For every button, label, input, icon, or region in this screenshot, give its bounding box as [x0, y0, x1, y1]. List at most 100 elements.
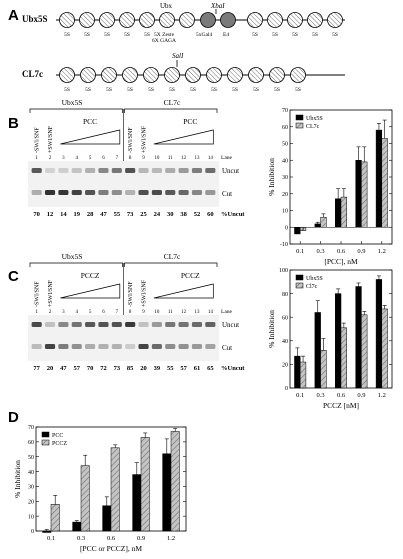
cl7c-nucleosome-array: 5S 5S 5S 5S 5S 5S 5S 5S 5S 5S 5S 5S	[56, 67, 345, 93]
gel-lane-number: 11	[168, 156, 173, 161]
x-tick-label: 0.1	[296, 248, 304, 255]
gel-swisnf-label: -SWI/SNF	[128, 127, 134, 153]
x-tick-label: 0.6	[337, 248, 346, 255]
bar	[314, 223, 321, 228]
x-tick-label: 0.6	[337, 392, 346, 399]
y-tick-label: 20	[28, 499, 34, 505]
gel-titrant-right: PCC	[183, 117, 197, 126]
nucleosome-label: 5S	[253, 87, 259, 93]
bar	[381, 308, 388, 389]
nucleosome-5s	[143, 67, 159, 83]
gel-pct-value: 70	[87, 365, 94, 372]
nucleosome-label: 5S	[332, 32, 338, 38]
legend-label: Ubx5S	[306, 116, 323, 122]
bar	[170, 431, 180, 532]
nucleosome-label: 5S	[211, 87, 217, 93]
gel-pct-value: 55	[167, 365, 174, 372]
gel-band-uncut	[165, 168, 176, 173]
gel-pct-value: 70	[33, 211, 40, 218]
gel-pct-value: 61	[194, 365, 201, 372]
ubx-sub-gal4: 5xGal4	[196, 32, 212, 38]
gel-lane-word: Lane	[221, 155, 233, 161]
gel-lane-number: 5	[89, 310, 92, 315]
gel-lane-word: Lane	[221, 309, 233, 315]
x-tick-label: 0.1	[47, 535, 55, 542]
gel-band-cut	[125, 344, 136, 349]
nucleosome-5s	[99, 12, 115, 28]
x-tick-label: 0.9	[357, 392, 365, 399]
legend-label: CL7c	[306, 124, 320, 130]
gel-swisnf-label: -SWI/SNF	[35, 281, 41, 307]
gel-band-uncut	[151, 168, 162, 173]
gel-band-cut	[178, 190, 189, 195]
legend-label: PCCZ	[52, 441, 67, 447]
gel-lane-number: 2	[49, 156, 52, 161]
bar	[340, 327, 347, 389]
nucleosome-label: 5S	[274, 87, 280, 93]
xbai-site-label: XbaI	[210, 2, 225, 10]
gel-lane-number: 8	[129, 310, 132, 315]
gel-band-cut	[205, 344, 216, 349]
x-tick-label: 1.2	[378, 248, 386, 255]
gel-pct-value: 47	[60, 365, 67, 372]
gel-band-uncut	[178, 322, 189, 327]
chart-c: 0 20 40 60 80 100 % Inhibition 0.1 0.3 0.6 0.9 1.2 P…	[267, 268, 393, 410]
gel-band-uncut	[205, 322, 216, 327]
gel-lane-number: 5	[89, 156, 92, 161]
y-tick-label: 70	[28, 425, 34, 431]
gel-band-cut	[165, 190, 176, 195]
gel-lane-number: 6	[102, 156, 105, 161]
nucleosome-5s	[122, 67, 138, 83]
y-tick-label: 70	[282, 108, 288, 114]
nucleosome-ubx	[220, 12, 236, 28]
gel-band-cut	[85, 344, 96, 349]
gel-band-cut	[205, 190, 216, 195]
nucleosome-5s	[164, 67, 180, 83]
gel-band-uncut	[151, 322, 162, 327]
gel-band-uncut	[71, 322, 82, 327]
legend-label: Cl7c	[306, 284, 318, 290]
gel-lane-number: 6	[102, 310, 105, 315]
gel-titrant-left: PCCZ	[81, 271, 100, 280]
gel-band-uncut	[138, 322, 149, 327]
y-tick-label: 30	[282, 175, 288, 181]
bar	[132, 474, 142, 532]
y-tick-label: 50	[28, 455, 34, 461]
bar	[355, 160, 362, 228]
gel-lane-number: 13	[194, 310, 200, 315]
gel-pct-label: %Uncut	[221, 365, 245, 372]
bar	[361, 161, 368, 228]
gel-pct-value: 60	[207, 211, 214, 218]
gel-band-cut	[178, 344, 189, 349]
panel-b-letter: B	[8, 115, 19, 132]
nucleosome-label: 5S	[127, 87, 133, 93]
gel-band-cut	[191, 344, 203, 349]
gel-band-cut-label: Cut	[222, 190, 232, 198]
ubx-sub-gaga: 6X GAGA	[152, 38, 176, 44]
gel-band-uncut-label: Uncut	[222, 321, 239, 329]
x-axis-label: [PCC or PCCZ], nM	[80, 544, 142, 553]
gel-lane-number: 9	[142, 156, 145, 161]
y-tick-label: 100	[279, 268, 288, 274]
panel-c: C Ubx5S CL7c PCCZ PCCZ -SWI/SNF +SWI/SNF -SWI/…	[8, 252, 393, 410]
gel-lane-number: 8	[129, 156, 132, 161]
gel-lane-number: 12	[181, 156, 187, 161]
gel-group-right: CL7c	[164, 98, 181, 107]
y-tick-label: 0	[285, 225, 288, 231]
panel-d-letter: D	[8, 409, 19, 426]
gel-swisnf-label: +SWI/SNF	[48, 279, 54, 307]
y-tick-label: 10	[282, 209, 288, 215]
nucleosome-label: 5S	[144, 32, 150, 38]
gel-pct-label: %Uncut	[221, 211, 245, 218]
gel-band-uncut	[125, 322, 136, 327]
legend-swatch	[295, 114, 304, 121]
bar	[162, 453, 172, 532]
panel-a: A Ubx5S Ubx XbaI 5S 5S 5S 5S 5S 5S 5S 5S 5S 5S 5X…	[8, 2, 345, 93]
gel-band-uncut	[125, 168, 136, 173]
gel-band-cut	[31, 344, 42, 349]
bar	[320, 349, 327, 389]
nucleosome-5s	[139, 12, 155, 28]
panel-c-letter: C	[8, 268, 19, 285]
x-tick-label: 0.1	[296, 392, 304, 399]
gel-band-cut	[58, 344, 69, 349]
